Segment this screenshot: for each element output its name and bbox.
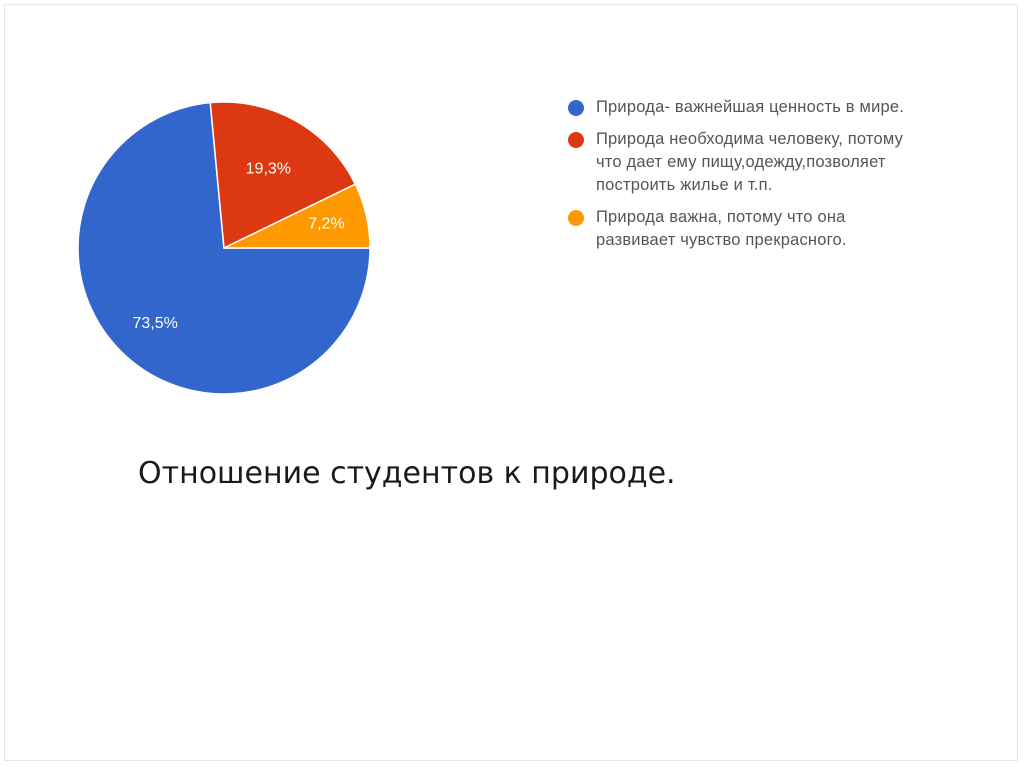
legend-item: Природа важна, потому что она развивает … [566, 206, 926, 252]
slice-label: 19,3% [246, 160, 291, 177]
legend-swatch [568, 132, 584, 148]
legend-item: Природа необходима человеку, потому что … [566, 128, 926, 197]
legend-swatch [568, 100, 584, 116]
legend-item: Природа- важнейшая ценность в мире. [566, 96, 926, 119]
slide-caption: Отношение студентов к природе. [138, 456, 676, 491]
legend-label: Природа важна, потому что она развивает … [596, 208, 847, 249]
slice-label: 7,2% [308, 216, 344, 233]
chart-legend: Природа- важнейшая ценность в мире. Прир… [566, 96, 926, 261]
slide-frame [4, 4, 1018, 761]
pie-slice [223, 183, 371, 249]
pie-slice [209, 101, 357, 249]
legend-label: Природа- важнейшая ценность в мире. [596, 98, 905, 116]
slice-label: 73,5% [133, 315, 178, 332]
legend-label: Природа необходима человеку, потому что … [596, 130, 904, 194]
legend-swatch [568, 210, 584, 226]
